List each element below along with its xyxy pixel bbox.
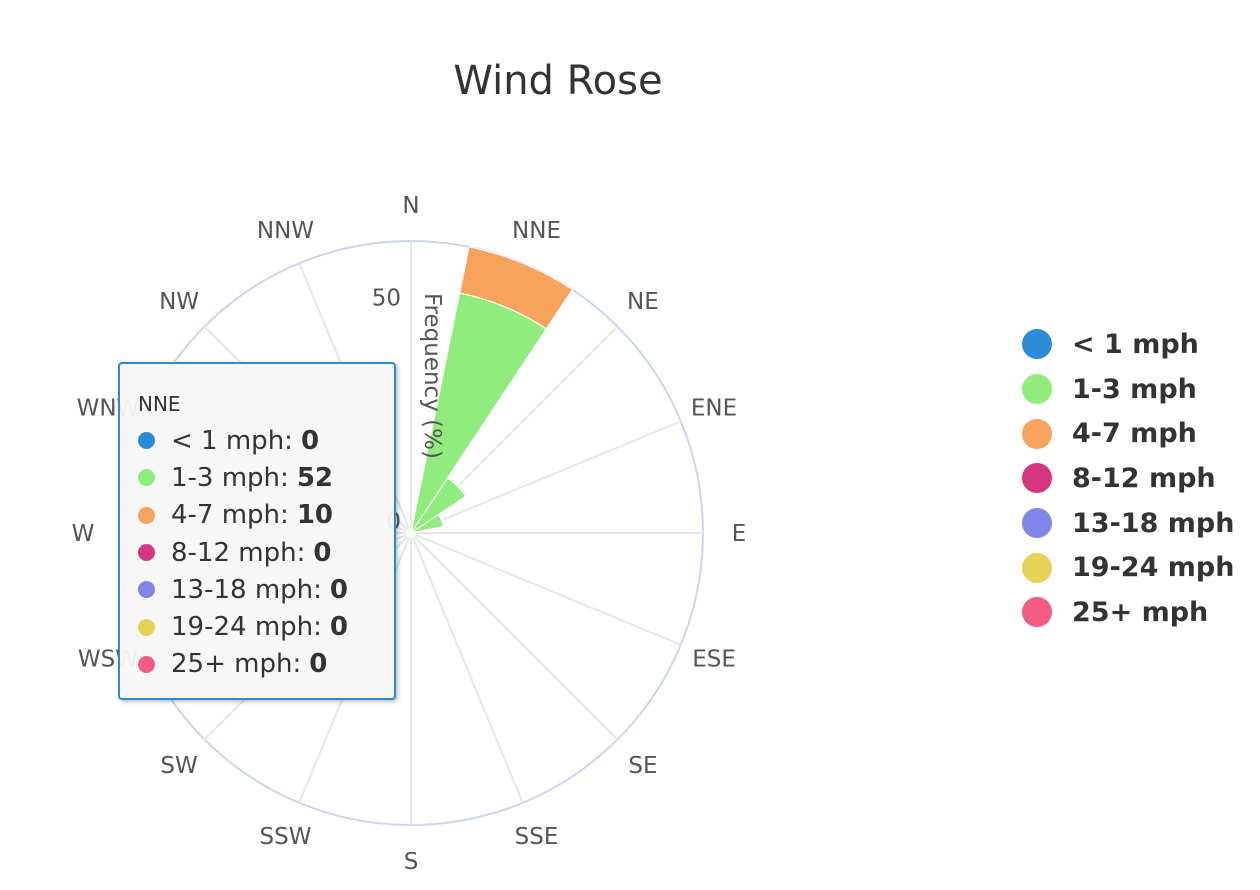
tooltip-label: 25+ mph: <box>171 649 302 680</box>
bar-nnw-1-3-mph[interactable] <box>407 527 412 534</box>
legend-marker <box>1022 463 1052 494</box>
tooltip-value: 0 <box>329 574 348 605</box>
chart-title: Wind Rose <box>453 58 662 104</box>
legend-marker <box>1022 374 1052 405</box>
tooltip-row: 4-7 mph: 10 <box>138 497 394 534</box>
direction-label-sse: SSE <box>515 824 559 850</box>
spoke-line <box>410 420 682 534</box>
direction-label-ene: ENE <box>691 395 737 421</box>
direction-label-n: N <box>402 193 419 219</box>
tooltip-marker <box>138 432 155 450</box>
legend: < 1 mph 1-3 mph 4-7 mph 8-12 mph 13-18 m… <box>1022 322 1234 635</box>
tooltip-marker <box>138 544 155 562</box>
tooltip-row: 25+ mph: 0 <box>138 646 394 683</box>
radial-axis-title: Frequency (%) <box>419 293 445 459</box>
tooltip-label: < 1 mph: <box>171 425 293 456</box>
tooltip-row: 1-3 mph: 52 <box>138 459 394 496</box>
direction-label-e: E <box>732 521 747 547</box>
direction-label-nnw: NNW <box>257 218 314 244</box>
legend-label: 25+ mph <box>1072 596 1209 628</box>
tooltip-value: 0 <box>329 612 348 643</box>
tooltip-marker <box>138 655 155 673</box>
tooltip-label: 1-3 mph: <box>171 462 289 493</box>
tooltip-label: 4-7 mph: <box>171 500 289 531</box>
tooltip-value: 0 <box>313 537 332 568</box>
tooltip-marker <box>138 469 155 487</box>
direction-label-ese: ESE <box>692 647 736 673</box>
bar-ene-1-3-mph[interactable] <box>410 514 444 534</box>
tooltip-label: 19-24 mph: <box>171 612 322 643</box>
tooltip-header: NNE <box>138 392 181 416</box>
bar-nne-4-7-mph[interactable] <box>459 246 573 330</box>
tooltip-row: 19-24 mph: 0 <box>138 608 394 645</box>
direction-label-nw: NW <box>159 289 199 315</box>
legend-marker <box>1022 597 1052 628</box>
tooltip-row: < 1 mph: 0 <box>138 422 394 459</box>
tooltip-value: 0 <box>309 649 328 680</box>
spoke-line <box>410 532 682 646</box>
wind-bars[interactable] <box>405 246 573 539</box>
tooltip-value: 52 <box>296 462 333 493</box>
bar-ne-1-3-mph[interactable] <box>410 477 467 534</box>
tooltip-marker <box>138 506 155 524</box>
direction-label-sw: SW <box>160 753 197 779</box>
direction-label-ssw: SSW <box>260 824 312 850</box>
legend-label: 1-3 mph <box>1072 373 1197 405</box>
legend-marker <box>1022 508 1052 539</box>
tooltip: NNE < 1 mph: 0 1-3 mph: 52 4-7 mph: 10 8… <box>118 362 396 700</box>
direction-label-s: S <box>404 849 419 875</box>
tooltip-row: 13-18 mph: 0 <box>138 571 394 608</box>
direction-label-se: SE <box>628 753 657 779</box>
legend-label: 4-7 mph <box>1072 418 1197 450</box>
tooltip-value: 10 <box>296 500 333 531</box>
legend-label: < 1 mph <box>1072 328 1199 360</box>
legend-marker <box>1022 329 1052 360</box>
radial-tick-50: 50 <box>372 286 401 312</box>
legend-item-19-24[interactable]: 19-24 mph <box>1022 545 1234 590</box>
tooltip-label: 8-12 mph: <box>171 537 306 568</box>
legend-item-13-18[interactable]: 13-18 mph <box>1022 501 1234 546</box>
direction-label-nne: NNE <box>512 218 561 244</box>
tooltip-value: 0 <box>300 425 320 456</box>
legend-marker <box>1022 418 1052 449</box>
tooltip-marker <box>138 618 155 636</box>
legend-item-1-3[interactable]: 1-3 mph <box>1022 367 1234 412</box>
tooltip-row: 8-12 mph: 0 <box>138 534 394 571</box>
spoke-line <box>410 532 524 804</box>
direction-label-ne: NE <box>627 289 659 315</box>
tooltip-label: 13-18 mph: <box>171 574 322 605</box>
legend-label: 8-12 mph <box>1072 462 1216 494</box>
legend-marker <box>1022 552 1052 583</box>
legend-item-8-12[interactable]: 8-12 mph <box>1022 456 1234 501</box>
legend-item-lt1[interactable]: < 1 mph <box>1022 322 1234 367</box>
legend-item-4-7[interactable]: 4-7 mph <box>1022 411 1234 456</box>
legend-label: 19-24 mph <box>1072 552 1235 584</box>
tooltip-marker <box>138 581 155 599</box>
direction-label-w: W <box>72 521 95 547</box>
spoke-line <box>410 532 619 741</box>
legend-label: 13-18 mph <box>1072 507 1235 539</box>
legend-item-25-plus[interactable]: 25+ mph <box>1022 590 1234 635</box>
